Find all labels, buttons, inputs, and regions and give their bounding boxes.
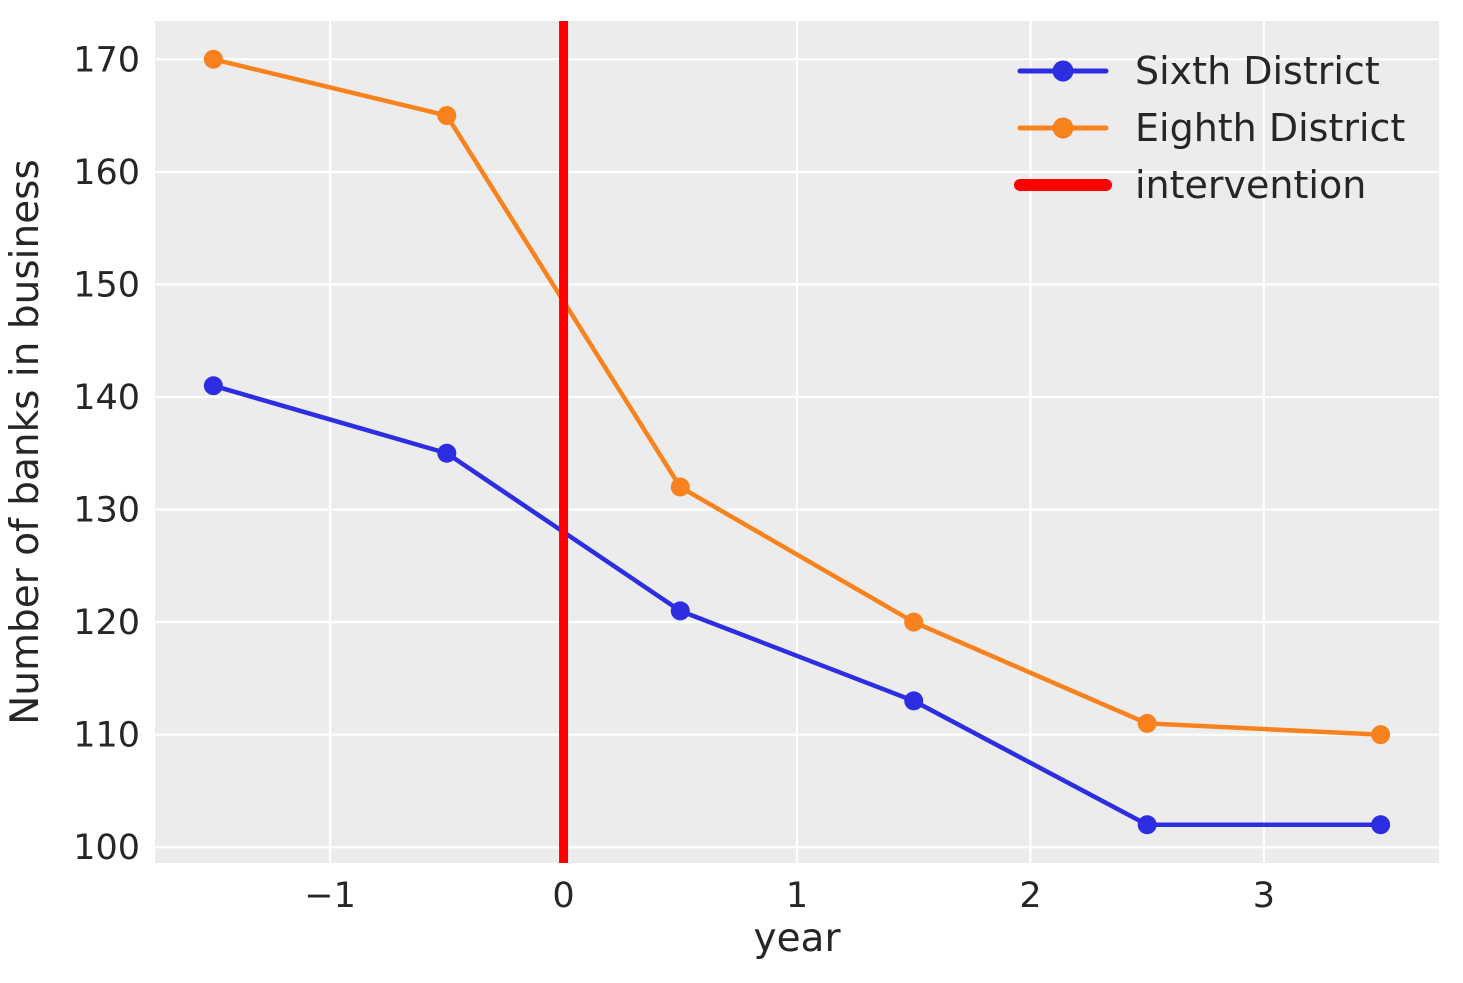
data-point-sixth-district [203,376,223,396]
y-tick-label: 120 [73,603,140,643]
data-point-sixth-district [670,601,690,621]
legend-item: Sixth District [1017,49,1380,93]
y-tick-label: 160 [73,153,140,193]
x-tick-label: −1 [304,876,356,916]
data-point-eighth-district [904,612,924,632]
legend-item: intervention [1014,163,1366,207]
legend-marker [1052,117,1074,139]
y-tick-label: 130 [73,491,140,531]
legend-label: intervention [1135,163,1366,207]
data-point-sixth-district [904,691,924,711]
data-point-sixth-district [1371,815,1391,835]
y-tick-label: 110 [73,716,140,756]
x-axis-label: year [753,916,841,961]
data-point-eighth-district [1137,713,1157,733]
legend-marker [1052,60,1074,82]
series-line-sixth-district [211,383,1383,827]
data-series [203,49,1391,835]
data-point-eighth-district [1371,725,1391,745]
data-point-eighth-district [670,477,690,497]
x-tick-label: 3 [1253,876,1275,916]
data-point-sixth-district [437,443,457,463]
y-tick-label: 140 [73,378,140,418]
x-tick-label: 2 [1019,876,1041,916]
y-tick-label: 150 [73,265,140,305]
series-line-eighth-district [211,57,1383,737]
x-tick-label: 0 [552,876,574,916]
legend-item: Eighth District [1017,106,1405,150]
legend: Sixth District Eighth District interventio… [1014,49,1405,207]
tick-labels: −1 0 1 2 3 100 110 120 130 140 150 160 170 [73,40,1275,916]
data-point-eighth-district [437,106,457,126]
y-tick-label: 170 [73,40,140,80]
legend-label: Eighth District [1135,106,1405,150]
legend-label: Sixth District [1135,49,1380,93]
data-point-eighth-district [203,49,223,69]
data-point-sixth-district [1137,815,1157,835]
x-tick-label: 1 [786,876,808,916]
y-axis-label: Number of banks in business [3,159,48,725]
y-tick-label: 100 [73,828,140,868]
